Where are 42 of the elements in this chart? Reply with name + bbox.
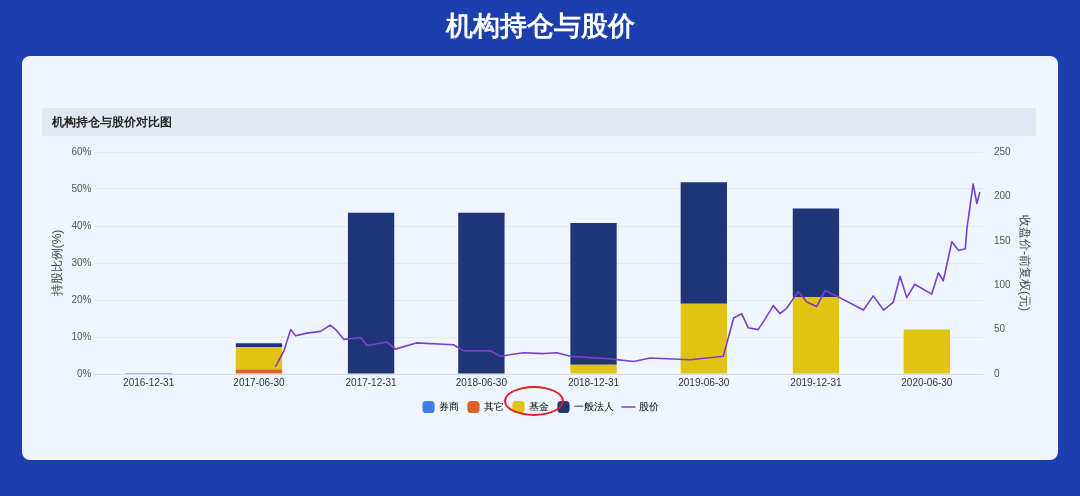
- x-tick-label: 2017-12-31: [345, 376, 398, 388]
- x-tick-label: 2019-12-31: [790, 376, 842, 388]
- legend-label: 其它: [483, 400, 504, 412]
- bar: [680, 182, 727, 304]
- y-axis-title: 持股比例(%): [49, 229, 64, 297]
- bar: [680, 303, 727, 374]
- y2-axis-title: 收盘价-前复权(元): [1018, 215, 1033, 311]
- bar: [570, 364, 617, 374]
- bar: [903, 329, 951, 374]
- bar: [235, 347, 283, 370]
- bar: [570, 223, 617, 365]
- y-tick-label: 50%: [71, 182, 92, 194]
- x-tick-label: 2018-06-30: [455, 376, 508, 388]
- chart-subtitle: 机构持仓与股价对比图: [42, 108, 1036, 136]
- bar: [235, 369, 283, 374]
- bar: [235, 343, 283, 348]
- bar: [792, 297, 840, 374]
- y2-tick-label: 200: [993, 190, 1012, 202]
- y2-tick-label: 250: [993, 145, 1012, 157]
- y-tick-label: 40%: [71, 219, 92, 231]
- y2-tick-label: 150: [993, 234, 1012, 246]
- y2-tick-label: 0: [993, 367, 1000, 379]
- x-tick-label: 2016-12-31: [123, 376, 175, 388]
- y2-tick-label: 100: [993, 278, 1012, 290]
- y-tick-label: 0%: [76, 367, 92, 379]
- x-tick-label: 2018-12-31: [567, 376, 620, 388]
- y2-tick-label: 50: [993, 323, 1006, 335]
- x-tick-label: 2019-06-30: [678, 376, 730, 388]
- legend-label: 一般法人: [573, 400, 614, 412]
- bar: [792, 208, 840, 298]
- y-tick-label: 20%: [71, 293, 92, 305]
- x-tick-label: 2017-06-30: [233, 376, 285, 388]
- legend-label: 股价: [638, 400, 659, 412]
- x-tick-label: 2020-06-30: [901, 376, 953, 388]
- chart-title: 机构持仓与股价: [444, 9, 636, 43]
- y-tick-label: 10%: [71, 330, 92, 342]
- legend-label: 券商: [438, 400, 459, 412]
- y-tick-label: 60%: [71, 145, 92, 157]
- y-tick-label: 30%: [71, 256, 92, 268]
- bar: [347, 212, 395, 374]
- bar: [458, 212, 505, 374]
- legend-label: 基金: [528, 400, 549, 412]
